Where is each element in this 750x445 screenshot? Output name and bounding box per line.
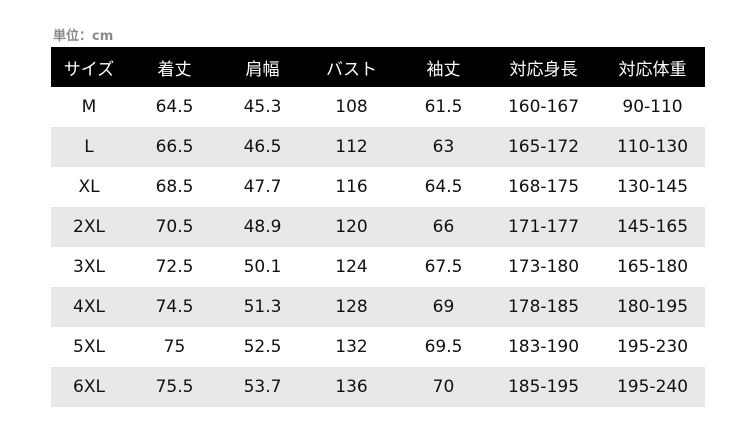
table-cell: 70 (432, 377, 455, 397)
unit-label: 単位：cm (53, 29, 114, 44)
table-row: 3XL 72.5 50.1 124 67.5 173-180 165-180 (51, 247, 705, 287)
table-row: 6XL 75.5 53.7 136 70 185-195 195-240 (51, 367, 705, 407)
column-header: 肩幅 (245, 59, 280, 80)
column-header: 着丈 (157, 59, 192, 80)
table-cell: 51.3 (243, 297, 282, 317)
table-cell: 90-110 (622, 97, 683, 117)
table-cell: XL (78, 177, 100, 197)
column-header: バスト (326, 59, 377, 80)
table-cell: 185-195 (507, 377, 580, 397)
column-header: 対応身長 (509, 59, 578, 80)
table-cell: 195-240 (616, 377, 689, 397)
table-cell: 128 (335, 297, 368, 317)
table-cell: 112 (335, 137, 368, 157)
size-chart-table: サイズ 着丈 肩幅 バスト 袖丈 対応身長 対応体重 M 64.5 45.3 108 61.5 160… (51, 47, 705, 407)
table-cell: 108 (335, 97, 368, 117)
table-cell: 183-190 (507, 337, 580, 357)
table-cell: 70.5 (155, 217, 194, 237)
table-cell: 67.5 (424, 257, 463, 277)
table-cell: 64.5 (155, 97, 194, 117)
table-cell: 2XL (73, 217, 105, 237)
table-cell: 66 (432, 217, 455, 237)
table-cell: 165-180 (616, 257, 689, 277)
table-cell: M (81, 97, 97, 117)
table-row: 4XL 74.5 51.3 128 69 178-185 180-195 (51, 287, 705, 327)
table-cell: 64.5 (424, 177, 463, 197)
table-cell: 136 (335, 377, 368, 397)
table-row: XL 68.5 47.7 116 64.5 168-175 130-145 (51, 167, 705, 207)
table-cell: 120 (335, 217, 368, 237)
table-cell: 5XL (73, 337, 105, 357)
table-cell: 45.3 (243, 97, 282, 117)
column-header: サイズ (63, 59, 115, 80)
table-cell: 74.5 (155, 297, 194, 317)
table-cell: 145-165 (616, 217, 689, 237)
table-cell: 75 (163, 337, 186, 357)
table-cell: 173-180 (507, 257, 580, 277)
table-cell: 3XL (73, 257, 105, 277)
column-header: 袖丈 (426, 59, 461, 80)
table-row: L 66.5 46.5 112 63 165-172 110-130 (51, 127, 705, 167)
table-cell: 66.5 (155, 137, 194, 157)
table-cell: 47.7 (243, 177, 282, 197)
table-row: M 64.5 45.3 108 61.5 160-167 90-110 (51, 87, 705, 127)
column-header: 対応体重 (618, 59, 687, 80)
table-cell: 69.5 (424, 337, 463, 357)
table-cell: 63 (432, 137, 455, 157)
table-cell: 195-230 (616, 337, 689, 357)
table-cell: L (84, 137, 94, 157)
table-cell: 52.5 (243, 337, 282, 357)
table-cell: 110-130 (616, 137, 689, 157)
table-row: 5XL 75 52.5 132 69.5 183-190 195-230 (51, 327, 705, 367)
table-cell: 160-167 (507, 97, 580, 117)
table-cell: 48.9 (243, 217, 282, 237)
table-cell: 178-185 (507, 297, 580, 317)
table-cell: 50.1 (243, 257, 282, 277)
table-cell: 4XL (73, 297, 105, 317)
table-cell: 168-175 (507, 177, 580, 197)
table-row: 2XL 70.5 48.9 120 66 171-177 145-165 (51, 207, 705, 247)
table-cell: 180-195 (616, 297, 689, 317)
table-cell: 165-172 (507, 137, 580, 157)
table-cell: 68.5 (155, 177, 194, 197)
table-cell: 116 (335, 177, 368, 197)
header-row: サイズ 着丈 肩幅 バスト 袖丈 対応身長 対応体重 (51, 47, 705, 87)
table-cell: 69 (432, 297, 455, 317)
table-cell: 53.7 (243, 377, 282, 397)
table-cell: 72.5 (155, 257, 194, 277)
table-cell: 171-177 (507, 217, 580, 237)
table-cell: 130-145 (616, 177, 689, 197)
table-cell: 61.5 (424, 97, 463, 117)
table-cell: 124 (335, 257, 368, 277)
table-cell: 46.5 (243, 137, 282, 157)
table-cell: 6XL (73, 377, 105, 397)
table-cell: 75.5 (155, 377, 194, 397)
table-cell: 132 (335, 337, 368, 357)
